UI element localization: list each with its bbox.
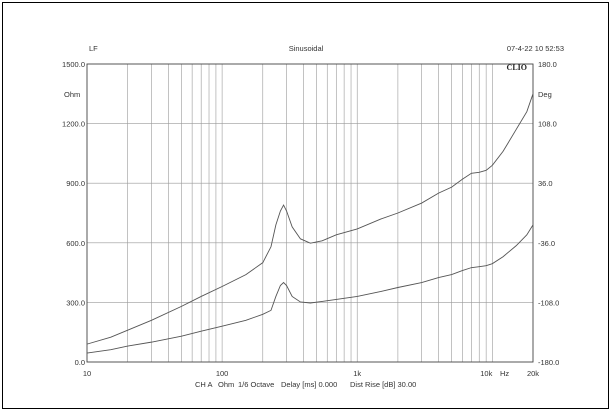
y-tick-label: 0.0 [75,358,85,367]
y2-tick-label: -36.0 [538,239,555,248]
x-tick-label: 1k [353,369,361,378]
footer-smoothing: 1/6 Octave [238,380,274,389]
curve-layer [86,93,534,354]
y-unit-label: Ohm [64,90,80,99]
grid-lines [87,64,533,362]
header-right: 07-4-22 10 52:53 [507,44,564,53]
x-tick-label: 10 [83,369,91,378]
y-tick-label: 600.0 [66,239,85,248]
y-tick-label: 900.0 [66,179,85,188]
plot-border [86,63,534,363]
header-left: LF [89,44,98,53]
footer-dist-rise: Dist Rise [dB] 30.00 [350,380,416,389]
x-tick-label: 20k [527,369,539,378]
footer-delay: Delay [ms] 0.000 [281,380,337,389]
y-tick-label: 1200.0 [62,120,85,129]
brand-logo: CLIO [507,63,527,72]
y2-unit-label: Deg [538,90,552,99]
y2-tick-label: 36.0 [538,179,553,188]
footer-channel: CH A [195,380,213,389]
y2-tick-label: -180.0 [538,358,559,367]
y-tick-label: 1500.0 [62,60,85,69]
header-center: Sinusoidal [289,44,324,53]
y2-tick-label: 108.0 [538,120,557,129]
y-tick-label: 300.0 [66,298,85,307]
x-unit-label: Hz [500,369,509,378]
footer-unit: Ohm [218,380,234,389]
chart-frame [2,2,609,409]
tick-labels: 0.0 300.0 600.0 900.0 1200.0 1500.0 -180.0 -108… [62,60,559,378]
y2-tick-label: -108.0 [538,298,559,307]
x-tick-label: 100 [216,369,229,378]
x-tick-label: 10k [480,369,492,378]
series-line-1 [86,93,534,345]
series-line-2 [86,224,534,354]
y2-tick-label: 180.0 [538,60,557,69]
